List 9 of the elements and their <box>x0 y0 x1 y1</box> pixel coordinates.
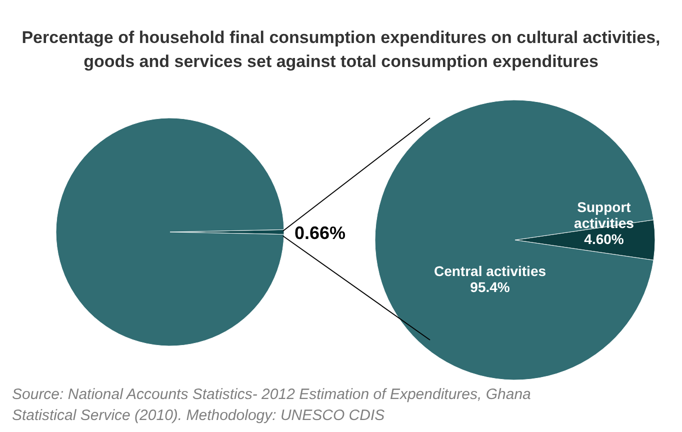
source-note: Source: National Accounts Statistics- 2012 Estimation of Expenditures, Ghana Statistical Service (2010). Methodology: UNESCO CDIS <box>12 386 531 424</box>
slice-label: Support activities <box>574 199 634 231</box>
data-label: 4.60% <box>584 231 624 247</box>
chart-title: Percentage of household final consumption expenditures on cultural activities, goods and services set against total consumption expenditures <box>22 28 660 71</box>
data-label: 95.4% <box>470 279 510 295</box>
data-label: 0.66% <box>294 223 346 243</box>
pie-slice <box>375 100 654 380</box>
slice-label: Central activities <box>434 263 546 279</box>
pie-slice <box>56 118 284 346</box>
